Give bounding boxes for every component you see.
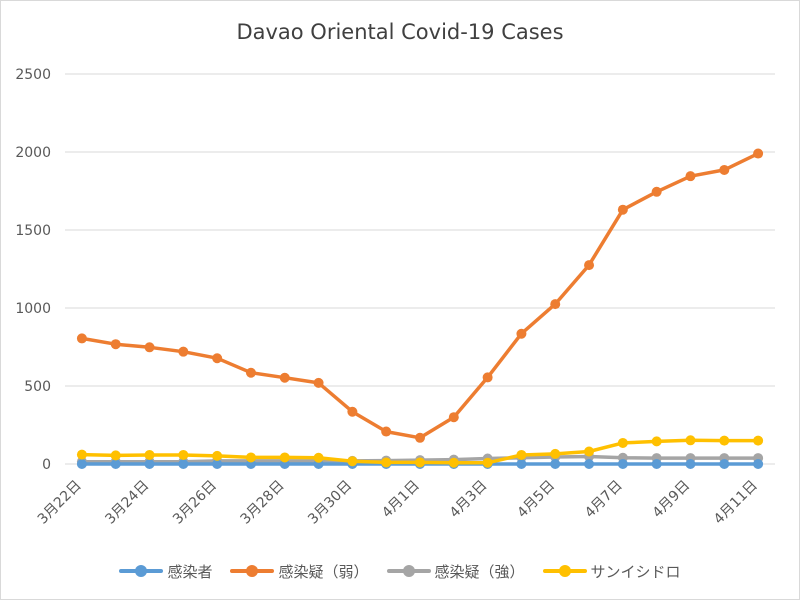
- data-point: [144, 449, 155, 460]
- legend: 感染者 感染疑（弱） 感染疑（強） サンイシドロ: [0, 560, 800, 582]
- legend-label: 感染疑（強）: [434, 562, 525, 581]
- x-tick-label: 3月30日: [305, 478, 355, 528]
- data-point: [178, 449, 189, 460]
- legend-item: サンイシドロ: [542, 561, 681, 582]
- data-point: [516, 459, 527, 469]
- legend-label: 感染疑（弱）: [278, 562, 369, 581]
- data-point: [110, 450, 121, 461]
- data-point: [753, 435, 764, 446]
- data-point: [617, 204, 628, 215]
- y-tick-label: 500: [24, 379, 51, 395]
- data-point: [584, 459, 595, 469]
- data-point: [110, 339, 121, 350]
- x-tick-label: 4月7日: [582, 478, 626, 522]
- data-point: [178, 459, 189, 469]
- data-point: [212, 459, 223, 469]
- data-point: [651, 186, 662, 197]
- data-point: [617, 437, 628, 448]
- data-point: [415, 432, 425, 443]
- data-point: [685, 459, 696, 469]
- data-point: [313, 452, 324, 463]
- data-point: [516, 328, 527, 339]
- legend-label: 感染者: [167, 562, 213, 581]
- legend-item: 感染疑（強）: [386, 561, 525, 582]
- data-point: [279, 372, 290, 383]
- data-point: [245, 452, 256, 463]
- x-tick-label: 3月24日: [102, 478, 152, 528]
- data-point: [347, 456, 358, 467]
- x-tick-label: 4月3日: [447, 478, 491, 522]
- y-tick-label: 1500: [15, 223, 51, 239]
- data-point: [617, 459, 628, 469]
- legend-item: 感染者: [119, 561, 212, 582]
- x-tick-label: 4月5日: [514, 478, 558, 522]
- data-point: [719, 435, 730, 446]
- data-point: [110, 459, 121, 469]
- chart-title: Davao Oriental Covid-19 Cases: [236, 20, 564, 44]
- x-tick-label: 4月11日: [711, 478, 761, 528]
- data-point: [212, 353, 223, 364]
- legend-label: サンイシドロ: [590, 562, 681, 581]
- data-point: [550, 299, 561, 310]
- data-point: [550, 459, 561, 469]
- data-point: [516, 449, 527, 460]
- data-point: [381, 426, 392, 437]
- data-point: [753, 148, 764, 159]
- x-tick-label: 4月1日: [379, 478, 423, 522]
- legend-swatch: [230, 564, 275, 578]
- data-point: [550, 448, 561, 459]
- data-point: [685, 435, 696, 446]
- legend-swatch: [119, 564, 164, 578]
- data-point: [212, 450, 223, 461]
- data-point: [144, 459, 155, 469]
- data-point: [76, 449, 87, 460]
- data-point: [415, 457, 425, 468]
- data-point: [76, 333, 87, 344]
- x-tick-label: 3月28日: [238, 478, 288, 528]
- data-point: [381, 457, 392, 468]
- y-tick-label: 2500: [15, 67, 51, 83]
- legend-swatch: [386, 564, 431, 578]
- data-point: [448, 457, 459, 468]
- legend-item: 感染疑（弱）: [230, 561, 369, 582]
- y-tick-label: 0: [42, 457, 51, 473]
- y-tick-label: 2000: [15, 145, 51, 161]
- data-point: [482, 372, 493, 383]
- data-point: [584, 260, 595, 271]
- data-point: [347, 406, 358, 417]
- x-tick-label: 3月26日: [170, 478, 220, 528]
- data-point: [685, 171, 696, 182]
- data-point: [651, 459, 662, 469]
- data-point: [144, 342, 155, 353]
- x-tick-label: 3月22日: [35, 478, 85, 528]
- data-point: [719, 459, 730, 469]
- legend-swatch: [542, 564, 587, 578]
- y-tick-label: 1000: [15, 301, 51, 317]
- data-point: [651, 436, 662, 447]
- data-point: [313, 377, 324, 388]
- data-point: [584, 446, 595, 457]
- data-point: [719, 164, 730, 175]
- data-point: [76, 459, 87, 469]
- x-tick-label: 4月9日: [650, 478, 694, 522]
- data-point: [448, 412, 459, 423]
- data-point: [245, 367, 256, 378]
- data-point: [753, 459, 764, 469]
- data-point: [279, 452, 290, 463]
- data-point: [178, 346, 189, 357]
- data-point: [482, 457, 493, 468]
